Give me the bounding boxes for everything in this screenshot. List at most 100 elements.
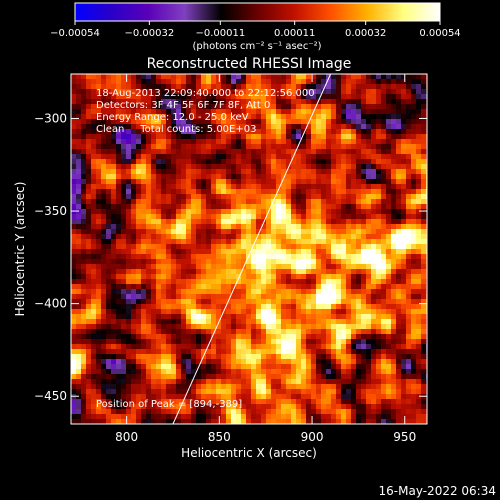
heatmap-cell	[176, 109, 181, 114]
heatmap-cell	[281, 204, 286, 209]
heatmap-cell	[421, 164, 426, 169]
heatmap-cell	[311, 144, 316, 149]
heatmap-cell	[256, 199, 261, 204]
heatmap-cell	[351, 409, 356, 414]
heatmap-cell	[341, 399, 346, 404]
heatmap-cell	[111, 189, 116, 194]
heatmap-cell	[161, 224, 166, 229]
heatmap-cell	[286, 354, 291, 359]
heatmap-cell	[191, 389, 196, 394]
heatmap-cell	[296, 404, 301, 409]
heatmap-cell	[246, 379, 251, 384]
heatmap-cell	[336, 214, 341, 219]
heatmap-cell	[266, 119, 271, 124]
heatmap-cell	[211, 179, 216, 184]
heatmap-cell	[166, 399, 171, 404]
heatmap-cell	[86, 244, 91, 249]
heatmap-cell	[161, 244, 166, 249]
heatmap-cell	[346, 179, 351, 184]
heatmap-cell	[221, 404, 226, 409]
heatmap-cell	[186, 214, 191, 219]
heatmap-cell	[166, 364, 171, 369]
heatmap-cell	[291, 204, 296, 209]
heatmap-cell	[391, 164, 396, 169]
heatmap-cell	[71, 414, 76, 419]
heatmap-cell	[286, 154, 291, 159]
heatmap-cell	[371, 169, 376, 174]
heatmap-cell	[121, 189, 126, 194]
heatmap-cell	[101, 74, 106, 79]
heatmap-cell	[221, 314, 226, 319]
heatmap-cell	[216, 179, 221, 184]
heatmap-cell	[201, 334, 206, 339]
heatmap-cell	[331, 329, 336, 334]
heatmap-cell	[271, 364, 276, 369]
heatmap-cell	[336, 409, 341, 414]
heatmap-cell	[156, 344, 161, 349]
heatmap-cell	[416, 354, 421, 359]
heatmap-cell	[421, 169, 426, 174]
heatmap-cell	[321, 339, 326, 344]
heatmap-cell	[96, 224, 101, 229]
heatmap-cell	[316, 89, 321, 94]
heatmap-cell	[371, 294, 376, 299]
heatmap-cell	[126, 304, 131, 309]
heatmap-cell	[276, 214, 281, 219]
heatmap-cell	[151, 164, 156, 169]
heatmap-cell	[256, 209, 261, 214]
heatmap-cell	[306, 194, 311, 199]
heatmap-cell	[336, 364, 341, 369]
heatmap-cell	[256, 89, 261, 94]
heatmap-cell	[246, 149, 251, 154]
heatmap-cell	[221, 104, 226, 109]
heatmap-cell	[231, 344, 236, 349]
heatmap-cell	[306, 94, 311, 99]
heatmap-cell	[281, 274, 286, 279]
heatmap-cell	[111, 204, 116, 209]
heatmap-cell	[251, 384, 256, 389]
heatmap-cell	[326, 379, 331, 384]
heatmap-cell	[151, 289, 156, 294]
heatmap-cell	[276, 149, 281, 154]
heatmap-cell	[296, 89, 301, 94]
heatmap-cell	[341, 159, 346, 164]
heatmap-cell	[381, 269, 386, 274]
heatmap-cell	[356, 414, 361, 419]
heatmap-cell	[316, 299, 321, 304]
heatmap-cell	[106, 229, 111, 234]
heatmap-cell	[226, 169, 231, 174]
heatmap-cell	[171, 379, 176, 384]
heatmap-cell	[281, 294, 286, 299]
heatmap-cell	[231, 204, 236, 209]
heatmap-cell	[311, 189, 316, 194]
heatmap-cell	[181, 409, 186, 414]
heatmap-cell	[91, 104, 96, 109]
heatmap-cell	[391, 259, 396, 264]
heatmap-cell	[271, 174, 276, 179]
heatmap-cell	[281, 124, 286, 129]
heatmap-cell	[106, 109, 111, 114]
heatmap-cell	[156, 274, 161, 279]
heatmap-cell	[376, 319, 381, 324]
heatmap-cell	[401, 159, 406, 164]
heatmap-cell	[271, 189, 276, 194]
heatmap-cell	[76, 264, 81, 269]
heatmap-cell	[186, 89, 191, 94]
heatmap-cell	[76, 414, 81, 419]
heatmap-cell	[111, 219, 116, 224]
heatmap-cell	[191, 339, 196, 344]
heatmap-cell	[156, 84, 161, 89]
heatmap-cell	[326, 109, 331, 114]
heatmap-cell	[306, 369, 311, 374]
heatmap-cell	[251, 334, 256, 339]
heatmap-cell	[281, 264, 286, 269]
heatmap-cell	[396, 384, 401, 389]
heatmap-cell	[231, 284, 236, 289]
heatmap-cell	[321, 109, 326, 114]
heatmap-cell	[86, 279, 91, 284]
heatmap-cell	[131, 294, 136, 299]
heatmap-cell	[256, 144, 261, 149]
heatmap-cell	[166, 249, 171, 254]
heatmap-cell	[136, 134, 141, 139]
heatmap-cell	[281, 84, 286, 89]
